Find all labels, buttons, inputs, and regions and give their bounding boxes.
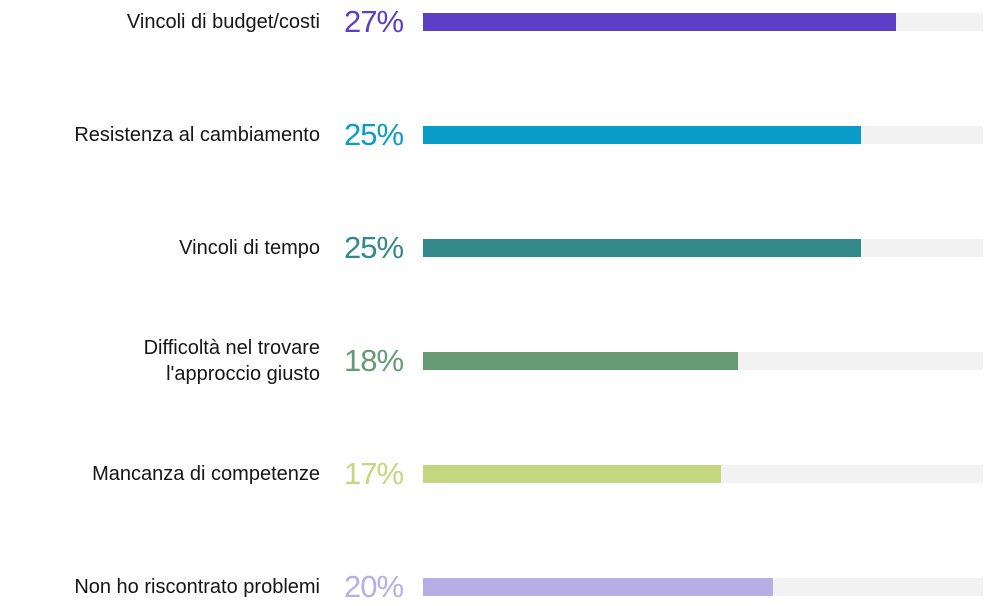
bar [423,578,773,596]
value-label: 17% [344,456,404,491]
category-label: Vincoli di budget/costi [126,11,320,33]
bar [423,239,861,257]
category-label: Non ho riscontrato problemi [74,576,320,598]
category-label: Resistenza al cambiamento [74,124,320,146]
category-label: Difficoltà nel trovare l'approccio giust… [143,337,320,385]
value-label: 25% [344,117,404,152]
value-label: 18% [344,343,404,378]
category-label: Mancanza di competenze [92,463,320,485]
value-label: 20% [344,569,404,604]
category-label: Vincoli di tempo [179,237,320,259]
bar [423,352,738,370]
value-label: 25% [344,230,404,265]
bar [423,126,861,144]
bar [423,465,721,483]
bar [423,13,896,31]
value-label: 27% [344,4,404,39]
